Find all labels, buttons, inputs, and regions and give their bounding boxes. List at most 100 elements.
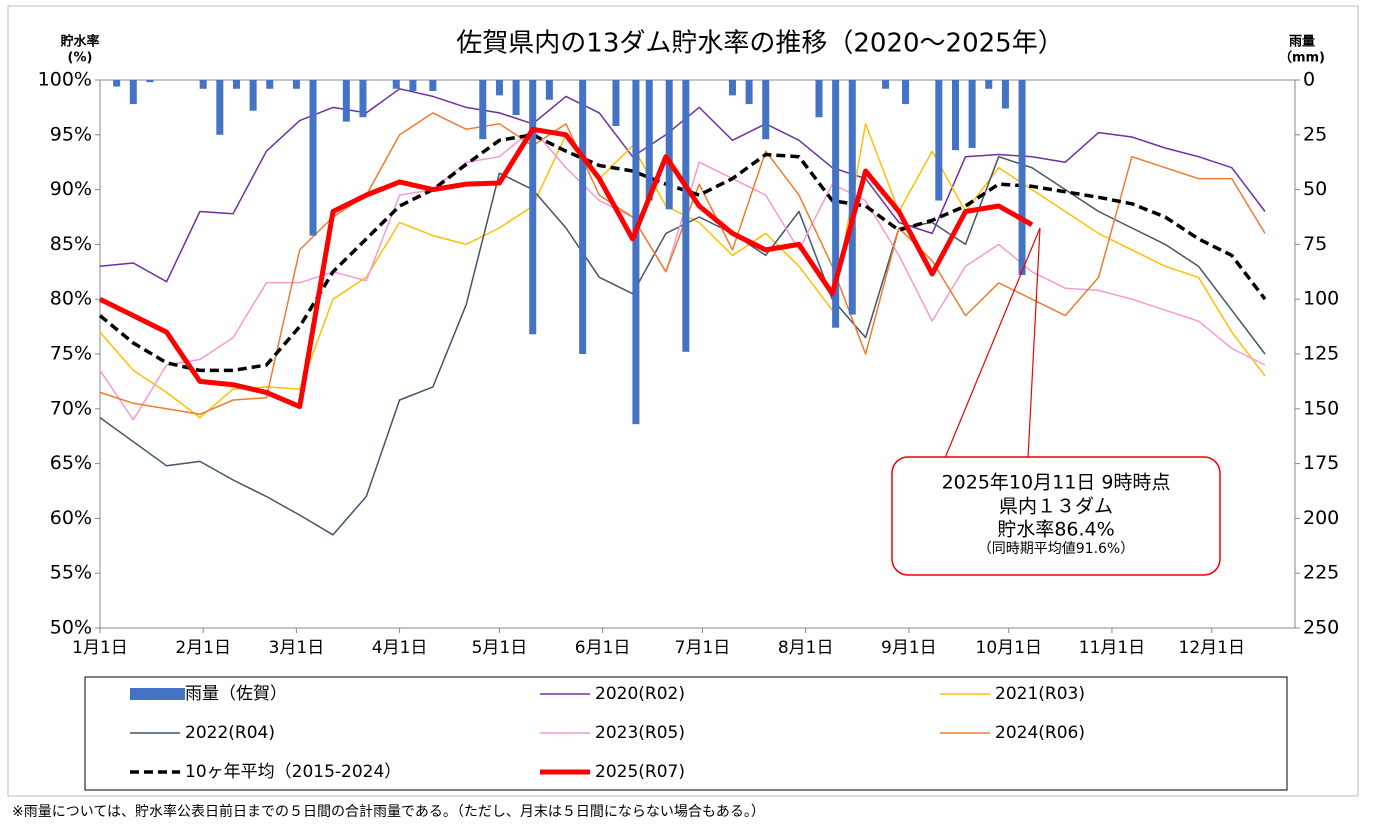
footnote: ※雨量については、貯水率公表日前日までの５日間の合計雨量である。（ただし、月末は…	[12, 803, 765, 820]
y2-tick-label: 100	[1303, 288, 1339, 310]
rain-bar	[728, 80, 736, 96]
y2-tick-label: 150	[1303, 397, 1339, 419]
chart-title: 佐賀県内の13ダム貯水率の推移（2020～2025年）	[456, 29, 1063, 59]
x-tick-label: 3月1日	[269, 638, 325, 658]
y-tick-label: 70%	[50, 397, 92, 419]
chart-frame	[7, 5, 1359, 797]
rain-bar	[129, 80, 137, 105]
legend-label: 2021(R03)	[995, 684, 1085, 704]
rain-bar	[848, 80, 856, 315]
x-tick-label: 5月1日	[472, 638, 528, 658]
rain-bar	[632, 80, 640, 425]
y-tick-label: 95%	[50, 123, 92, 145]
y-axis-unit: (%)	[68, 51, 93, 66]
y2-axis-title: 雨量	[1289, 35, 1315, 50]
rain-bar	[545, 80, 553, 100]
y-tick-label: 65%	[50, 452, 92, 474]
rain-bar	[762, 80, 770, 140]
x-tick-label: 10月1日	[976, 638, 1042, 658]
rain-bar	[113, 80, 121, 87]
callout-text: （同時期平均値91.6%）	[978, 541, 1134, 557]
rain-bar	[1018, 80, 1026, 276]
y2-tick-label: 200	[1303, 507, 1339, 529]
callout-text: 貯水率86.4%	[997, 519, 1114, 541]
callout-box	[891, 456, 1221, 576]
rain-bar	[342, 80, 350, 122]
y2-tick-label: 75	[1303, 233, 1327, 255]
legend-label: 2023(R05)	[595, 723, 685, 743]
rain-bar	[292, 80, 300, 89]
rain-bar	[216, 80, 224, 135]
x-tick-label: 6月1日	[575, 638, 631, 658]
y-tick-label: 55%	[50, 562, 92, 584]
legend-swatch	[130, 688, 185, 700]
y2-tick-label: 0	[1303, 69, 1315, 91]
y2-axis-unit: （mm)	[1279, 50, 1325, 66]
rain-bar	[429, 80, 437, 91]
rain-bar	[529, 80, 537, 335]
callout-text: 2025年10月11日 9時時点	[942, 472, 1171, 494]
y2-tick-label: 50	[1303, 178, 1327, 200]
y-tick-label: 85%	[50, 233, 92, 255]
y-tick-label: 90%	[50, 178, 92, 200]
rain-bar	[146, 80, 154, 83]
rain-bar	[815, 80, 823, 118]
x-tick-label: 12月1日	[1179, 638, 1245, 658]
y2-tick-label: 250	[1303, 617, 1339, 639]
legend-label: 10ヶ年平均（2015-2024）	[185, 762, 401, 782]
rain-bar	[832, 80, 840, 328]
y2-tick-label: 175	[1303, 452, 1339, 474]
legend-frame	[84, 676, 1288, 791]
x-tick-label: 11月1日	[1079, 638, 1145, 658]
legend-label: 2022(R04)	[185, 723, 275, 743]
y2-tick-label: 25	[1303, 123, 1327, 145]
x-tick-label: 8月1日	[778, 638, 834, 658]
rain-bar	[882, 80, 890, 89]
rain-bar	[682, 80, 690, 352]
rain-bar	[985, 80, 993, 89]
x-tick-label: 4月1日	[372, 638, 428, 658]
y-tick-label: 80%	[50, 288, 92, 310]
legend-label: 2024(R06)	[995, 723, 1085, 743]
y-tick-label: 60%	[50, 507, 92, 529]
x-tick-label: 1月1日	[72, 638, 128, 658]
rain-bar	[309, 80, 317, 236]
y-tick-label: 75%	[50, 343, 92, 365]
rain-bar	[935, 80, 943, 201]
rain-bar	[951, 80, 959, 151]
rain-bar	[645, 80, 653, 201]
rain-bar	[232, 80, 240, 89]
rain-bar	[612, 80, 620, 127]
legend-label: 雨量（佐賀）	[185, 684, 287, 704]
callout-text: 県内１３ダム	[999, 496, 1113, 518]
y2-tick-label: 125	[1303, 343, 1339, 365]
rain-bar	[902, 80, 910, 105]
rain-bar	[665, 80, 673, 210]
rain-bar	[579, 80, 587, 354]
rain-bar	[495, 80, 503, 96]
rain-bar	[479, 80, 487, 140]
rain-bar	[1001, 80, 1009, 109]
rain-bar	[392, 80, 400, 89]
legend-label: 2020(R02)	[595, 684, 685, 704]
callout-pointer	[1027, 227, 1041, 459]
rain-bar	[359, 80, 367, 118]
y-tick-label: 100%	[38, 69, 92, 91]
rain-bar	[249, 80, 257, 111]
y2-tick-label: 225	[1303, 562, 1339, 584]
x-tick-label: 9月1日	[881, 638, 937, 658]
y-axis-title: 貯水率	[60, 34, 99, 50]
y-tick-label: 50%	[50, 617, 92, 639]
rain-bar	[968, 80, 976, 148]
series-line	[98, 126, 1034, 410]
rain-bar	[199, 80, 207, 89]
x-tick-label: 2月1日	[175, 638, 231, 658]
rain-bar	[512, 80, 520, 116]
rain-bar	[266, 80, 274, 89]
rain-bar	[745, 80, 753, 105]
x-tick-label: 7月1日	[675, 638, 731, 658]
plot: 50% 55% 60% 65% 70% 75% 80% 85% 90% 95% 100% 0 25 50 7…	[38, 69, 1340, 659]
rain-bar	[409, 80, 417, 91]
legend-label: 2025(R07)	[595, 762, 685, 782]
